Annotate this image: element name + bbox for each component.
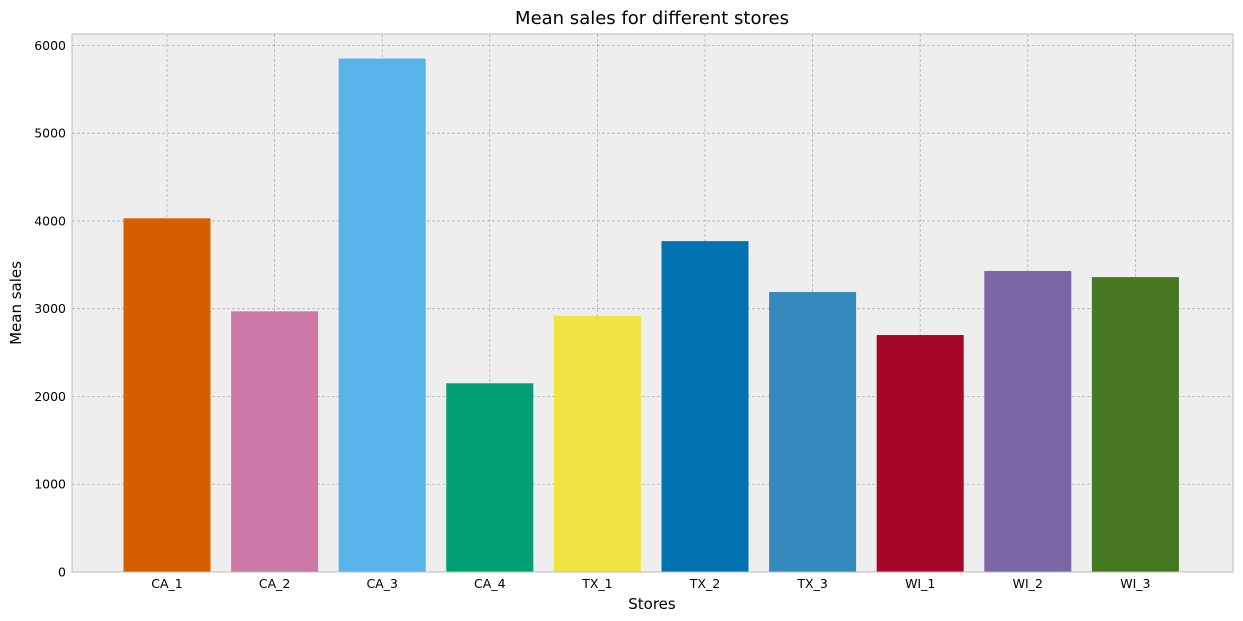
chart-title: Mean sales for different stores: [515, 8, 789, 29]
y-tick-label: 3000: [34, 301, 66, 316]
x-tick-label: CA_3: [366, 576, 397, 591]
x-tick-label: WI_3: [1120, 576, 1150, 591]
bar-tx-1: [553, 315, 641, 572]
bar-wi-3: [1091, 277, 1179, 572]
y-tick-label: 6000: [34, 38, 66, 53]
x-tick-label: CA_4: [474, 576, 506, 591]
bar-ca-3: [338, 58, 426, 573]
bar-ca-1: [123, 218, 211, 572]
x-tick-labels: CA_1 CA_2 CA_3 CA_4 TX_1 TX_2 TX_3 WI_1 WI_2 WI_3: [151, 576, 1150, 591]
y-tick-label: 2000: [34, 389, 66, 404]
y-tick-label: 4000: [34, 213, 66, 228]
x-axis-label: Stores: [628, 595, 676, 613]
plot-frame: [71, 33, 1234, 573]
bars: [123, 58, 1179, 573]
y-tick-label: 0: [58, 565, 66, 580]
x-tick-label: TX_3: [796, 576, 827, 591]
y-tick-label: 1000: [34, 477, 66, 492]
x-tick-label: CA_2: [259, 576, 290, 591]
x-tick-label: WI_2: [1013, 576, 1043, 591]
bar-wi-1: [876, 335, 964, 572]
x-tick-label: WI_1: [905, 576, 935, 591]
x-tick-label: TX_1: [581, 576, 612, 591]
x-tick-label: CA_1: [151, 576, 182, 591]
bar-ca-4: [446, 383, 534, 572]
y-tick-labels: 0 1000 2000 3000 4000 5000 6000: [34, 38, 66, 580]
bar-tx-3: [769, 292, 857, 572]
x-tick-label: TX_2: [689, 576, 720, 591]
y-tick-label: 5000: [34, 126, 66, 141]
y-axis-label: Mean sales: [7, 261, 25, 345]
bar-ca-2: [231, 311, 319, 572]
bar-wi-2: [984, 270, 1072, 572]
bar-tx-2: [661, 241, 749, 572]
